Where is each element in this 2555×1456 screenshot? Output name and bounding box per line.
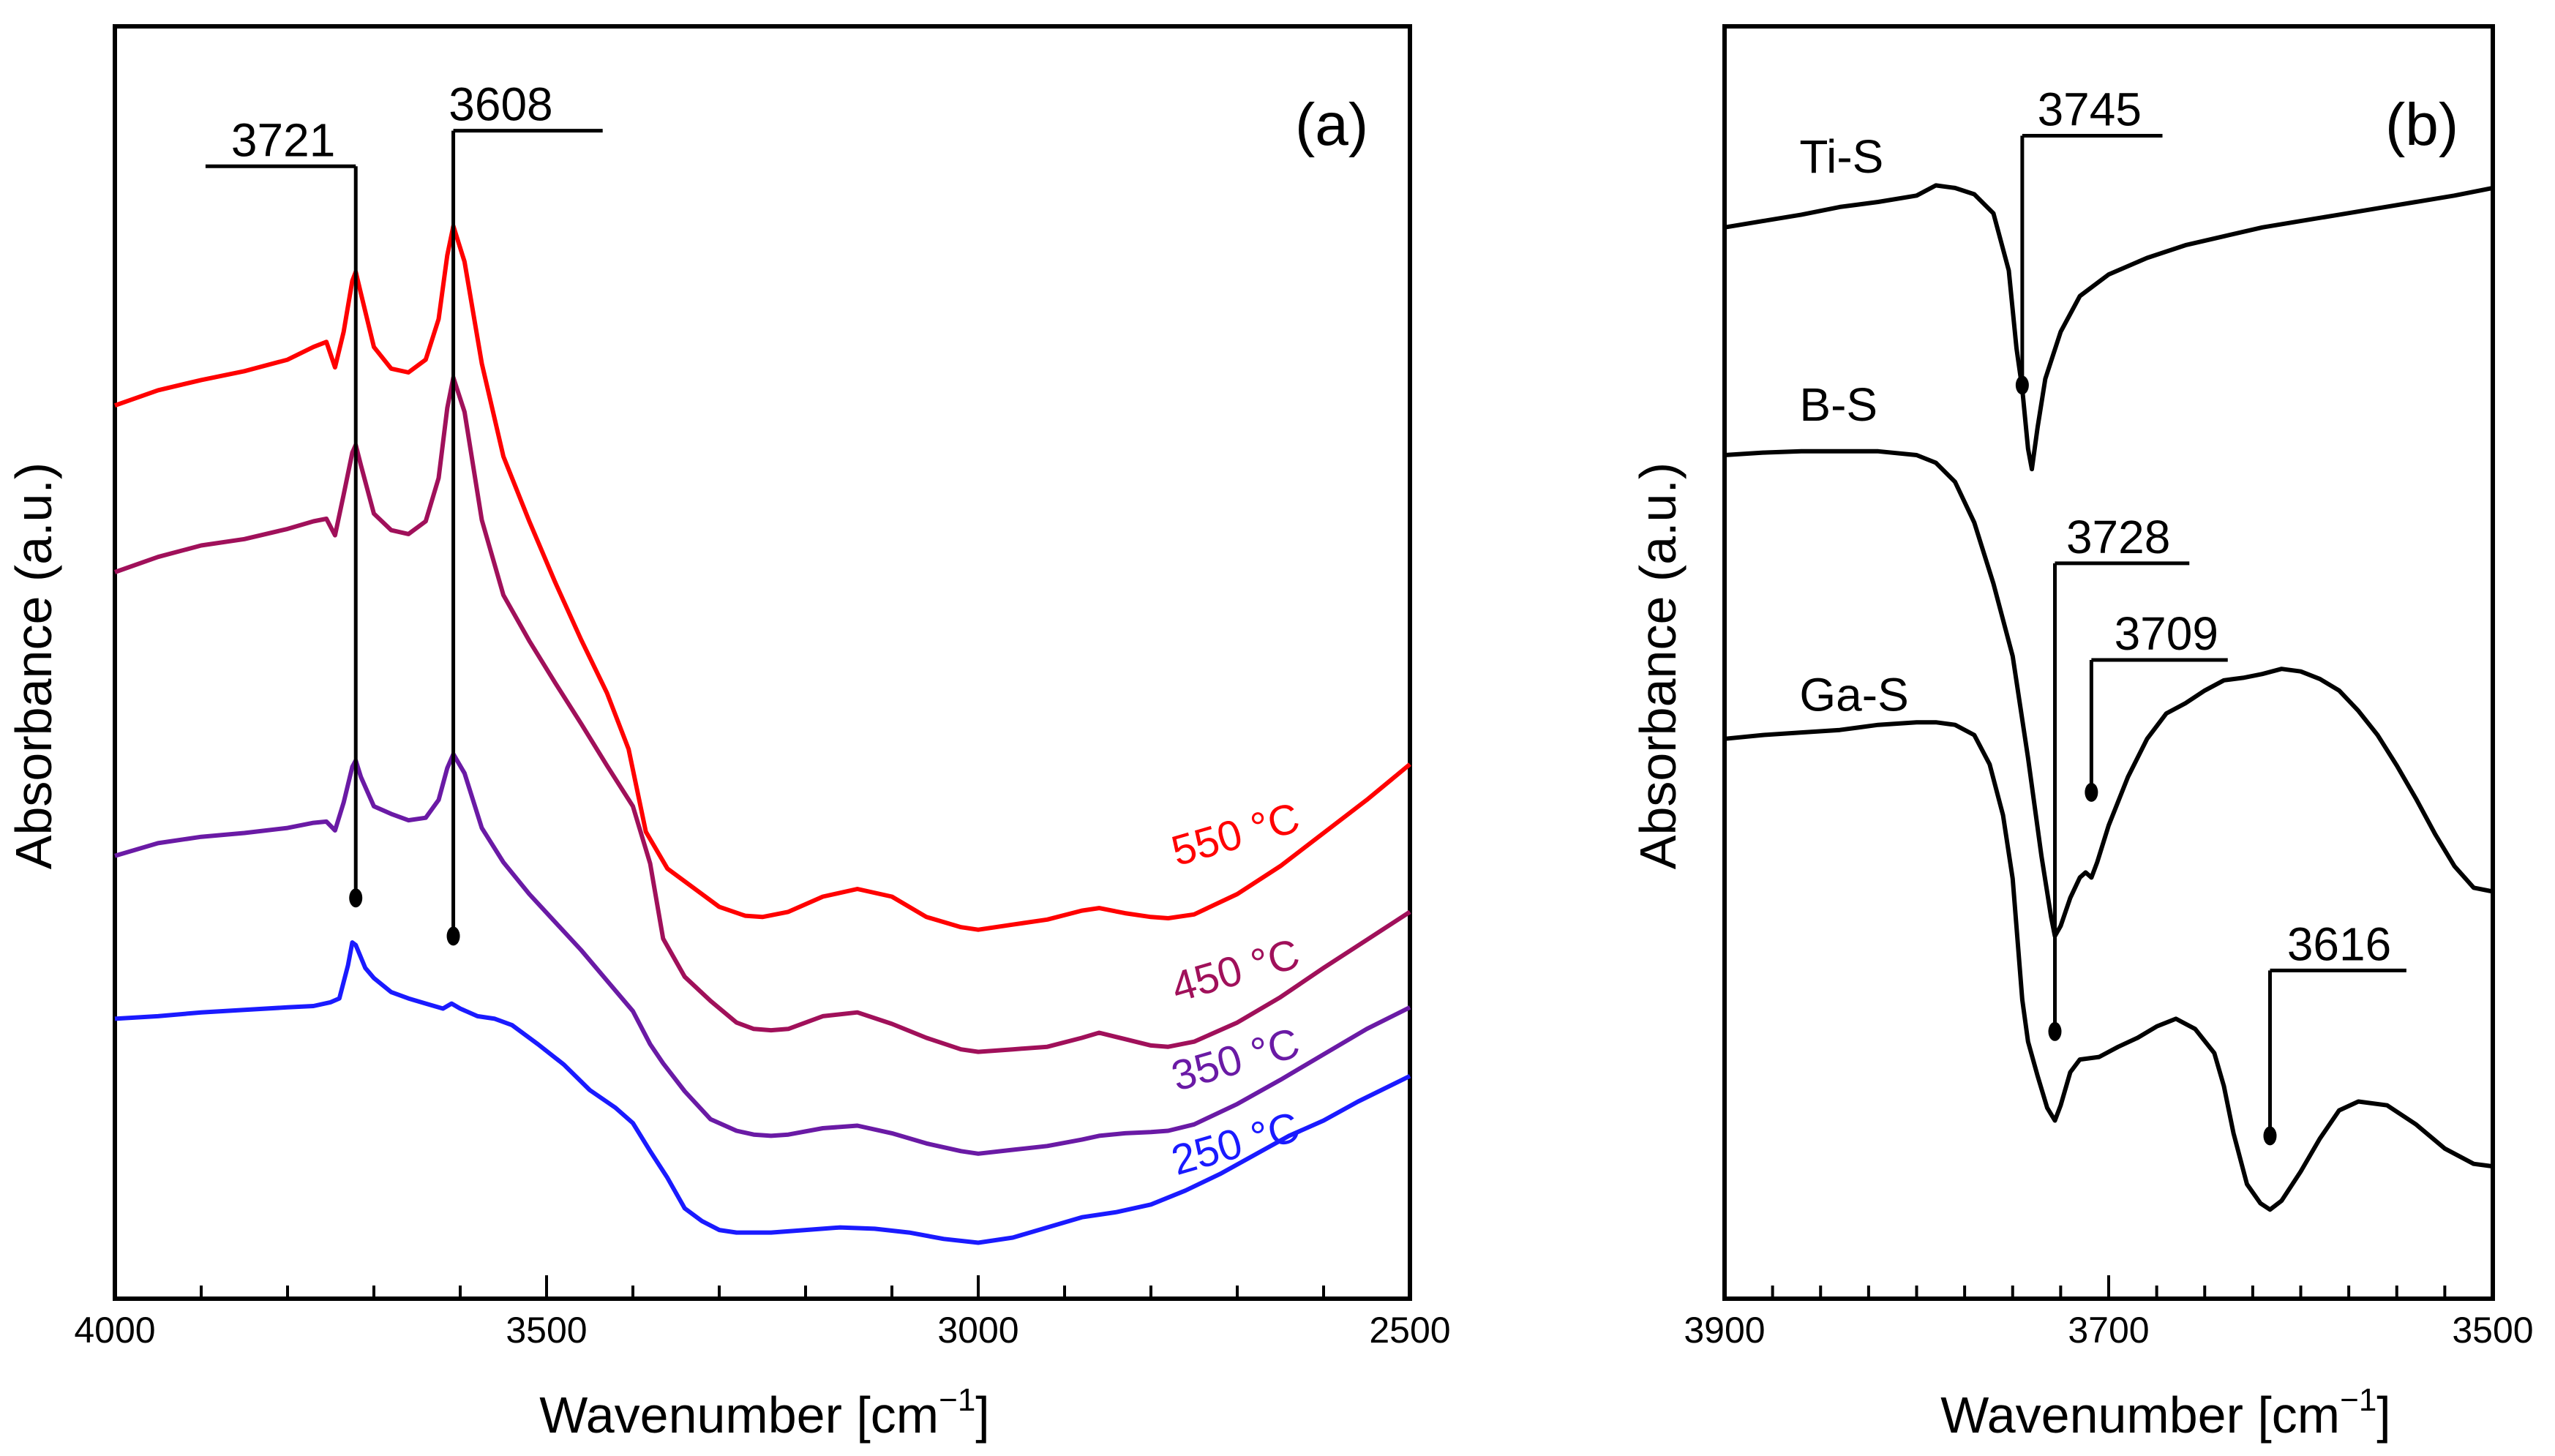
panel-a-y-axis-title: Absorbance (a.u.) — [5, 462, 62, 869]
panel-b-label: (b) — [2385, 91, 2458, 158]
panel-a-curve-label-2: 350 °C — [1166, 1019, 1305, 1101]
panel-a-x-tick-label: 2500 — [1369, 1310, 1450, 1351]
panel-a-x-tick-label: 4000 — [74, 1310, 155, 1351]
panel-b-x-axis-title: Wavenumber [cm−1] — [1940, 1382, 2391, 1444]
panel-b-y-axis-title: Absorbance (a.u.) — [1629, 462, 1687, 869]
panel-b-curve-label-2: Ga-S — [1799, 669, 1908, 721]
panel-a-curve-label-3: 250 °C — [1166, 1103, 1305, 1185]
panel-b-x-tick-label: 3700 — [2068, 1310, 2149, 1351]
panel-b-annotation-marker-2 — [2085, 782, 2098, 802]
panel-b-frame — [1722, 24, 2495, 1301]
panel-a-series-line-2 — [114, 751, 1411, 1156]
panel-a-series-line-0 — [114, 224, 1411, 932]
panel-a-annotation-marker-1 — [446, 926, 460, 946]
panel-a-frame — [113, 24, 1412, 1301]
panel-b-annotation-label-3: 3616 — [2287, 917, 2391, 970]
panel-b-series-line-1 — [1724, 449, 2494, 939]
panel-b-annotation-marker-1 — [2048, 1021, 2062, 1041]
panel-a-series-line-1 — [114, 375, 1411, 1054]
panel-a-x-tick-label: 3500 — [506, 1310, 587, 1351]
panel-a-annotation-label-0: 3721 — [231, 113, 335, 166]
panel-b-series-line-2 — [1724, 720, 2494, 1212]
panel-b-annotation-label-2: 3709 — [2115, 607, 2218, 660]
panel-b-annotation-label-0: 3745 — [2038, 83, 2142, 136]
panel-a-curve-label-1: 450 °C — [1166, 930, 1305, 1012]
panel-b-annotation-label-1: 3728 — [2066, 511, 2170, 563]
panel-a-x-tick-label: 3000 — [937, 1310, 1018, 1351]
panel-b-curve-label-0: Ti-S — [1799, 130, 1883, 183]
panel-b-x-tick-label: 3900 — [1684, 1310, 1765, 1351]
panel-a: Absorbance (a.u.) Wavenumber [cm−1] (a) … — [5, 24, 1451, 1444]
panel-b-x-tick-label: 3500 — [2452, 1310, 2533, 1351]
panel-b-series-line-0 — [1724, 183, 2494, 472]
panel-a-label: (a) — [1295, 91, 1368, 158]
panel-b-curve-label-1: B-S — [1799, 378, 1877, 431]
panel-b-annotation-marker-0 — [2015, 375, 2029, 395]
panel-a-annotation-label-1: 3608 — [449, 78, 552, 131]
panel-a-x-axis-title: Wavenumber [cm−1] — [539, 1382, 990, 1444]
panel-b-annotation-marker-3 — [2263, 1126, 2277, 1146]
panel-b: Absorbance (a.u.) Wavenumber [cm−1] (b) … — [1629, 24, 2534, 1444]
panel-a-annotation-marker-0 — [349, 888, 363, 908]
panel-a-series-line-3 — [114, 940, 1411, 1245]
